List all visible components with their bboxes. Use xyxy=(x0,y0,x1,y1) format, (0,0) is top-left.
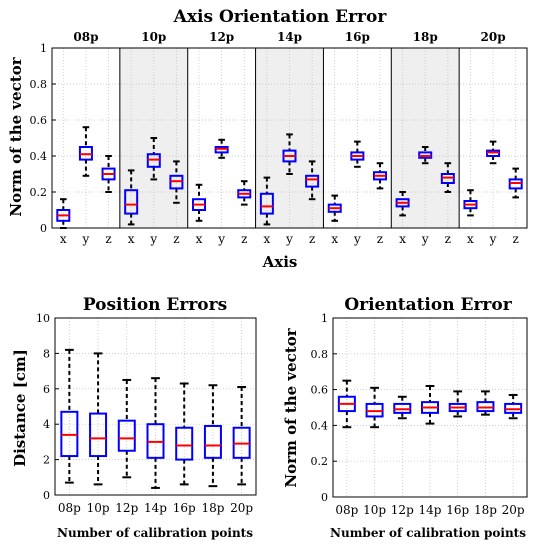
x-tick-label: 18p xyxy=(201,501,224,515)
x-tick-label: 08p xyxy=(335,503,358,517)
group-label: 10p xyxy=(141,30,166,44)
x-tick-label: y xyxy=(285,232,293,246)
y-tick-label: 1 xyxy=(321,312,328,325)
y-axis-label: Norm of the vector xyxy=(7,56,25,216)
x-tick-label: 20p xyxy=(230,501,253,515)
group-label: 12p xyxy=(209,30,234,44)
plot-frame xyxy=(332,317,528,498)
y-tick-label: 0.4 xyxy=(30,150,48,163)
position-errors-chart: 0 2 4 6 8 10 08p 10p 12p 14p 16p 18p 20p Position Er… xyxy=(11,295,257,540)
x-tick-label: 14p xyxy=(419,503,442,517)
y-tick-label: 0.2 xyxy=(30,186,48,199)
x-tick-label: z xyxy=(241,232,247,246)
y-tick-label: 4 xyxy=(43,418,50,431)
box-16p-box xyxy=(175,426,194,461)
y-tick-label: 0 xyxy=(40,222,47,235)
x-tick-label: y xyxy=(421,232,429,246)
group-label: 14p xyxy=(277,30,302,44)
x-axis-label: Axis xyxy=(262,253,298,271)
x-tick-label: 16p xyxy=(173,501,196,515)
y-tick-label: 0.4 xyxy=(311,419,329,432)
plot-frame xyxy=(54,317,257,496)
x-axis-label: Number of calibration points xyxy=(330,526,526,540)
box-10p-x-box xyxy=(124,189,139,215)
x-tick-label: z xyxy=(445,232,451,246)
y-tick-label: 8 xyxy=(43,347,50,360)
box-12p-box xyxy=(117,419,136,452)
x-tick-label: 10p xyxy=(87,501,110,515)
box-10p-box xyxy=(89,412,108,458)
x-tick-label: 12p xyxy=(391,503,414,517)
group-label: 08p xyxy=(73,30,98,44)
x-tick-label: y xyxy=(353,232,361,246)
x-tick-label: 08p xyxy=(58,501,81,515)
y-tick-label: 0.6 xyxy=(311,384,329,397)
chart-title: Position Errors xyxy=(83,295,227,315)
x-tick-label: x xyxy=(60,232,67,246)
x-tick-label: y xyxy=(489,232,497,246)
x-tick-label: 14p xyxy=(144,501,167,515)
x-tick-label: x xyxy=(467,232,474,246)
x-tick-label: y xyxy=(82,232,90,246)
x-tick-label: z xyxy=(377,232,383,246)
box-14p-x-box xyxy=(259,192,274,215)
x-tick-label: 16p xyxy=(446,503,469,517)
y-tick-label: 2 xyxy=(43,454,50,467)
y-tick-label: 1 xyxy=(40,42,47,55)
x-tick-label: x xyxy=(128,232,135,246)
y-axis-label: Norm of the vector xyxy=(282,327,300,487)
group-label: 20p xyxy=(481,30,506,44)
box-18p-box xyxy=(203,424,222,459)
x-tick-label: 10p xyxy=(363,503,386,517)
y-tick-label: 0 xyxy=(321,491,328,504)
chart-title: Axis Orientation Error xyxy=(173,7,388,27)
x-tick-label: y xyxy=(149,232,157,246)
orientation-error-chart: 0 0.2 0.4 0.6 0.8 1 08p 10p 12p 14p 16p 18p 20p Orie… xyxy=(282,295,528,540)
plot-frame xyxy=(51,47,528,229)
y-tick-label: 10 xyxy=(36,312,50,325)
y-tick-label: 0.8 xyxy=(30,78,48,91)
x-tick-label: 20p xyxy=(502,503,525,517)
x-tick-label: z xyxy=(513,232,519,246)
group-label: 16p xyxy=(345,30,370,44)
y-tick-label: 0.2 xyxy=(311,455,329,468)
x-tick-label: x xyxy=(196,232,203,246)
y-tick-label: 0.6 xyxy=(30,114,48,127)
y-tick-label: 0 xyxy=(43,489,50,502)
chart-title: Orientation Error xyxy=(344,295,512,315)
x-tick-label: 12p xyxy=(115,501,138,515)
box-14p-z-box xyxy=(305,174,320,188)
group-label: 18p xyxy=(413,30,438,44)
x-tick-label: y xyxy=(217,232,225,246)
x-tick-label: x xyxy=(263,232,270,246)
x-tick-label: z xyxy=(173,232,179,246)
y-tick-label: 0.8 xyxy=(311,348,329,361)
y-axis-label: Distance [cm] xyxy=(11,349,29,467)
x-tick-label: x xyxy=(399,232,406,246)
x-tick-label: x xyxy=(331,232,338,246)
x-tick-label: z xyxy=(105,232,111,246)
y-tick-label: 6 xyxy=(43,383,50,396)
x-tick-label: 18p xyxy=(474,503,497,517)
x-tick-label: z xyxy=(309,232,315,246)
x-axis-label: Number of calibration points xyxy=(57,526,253,540)
